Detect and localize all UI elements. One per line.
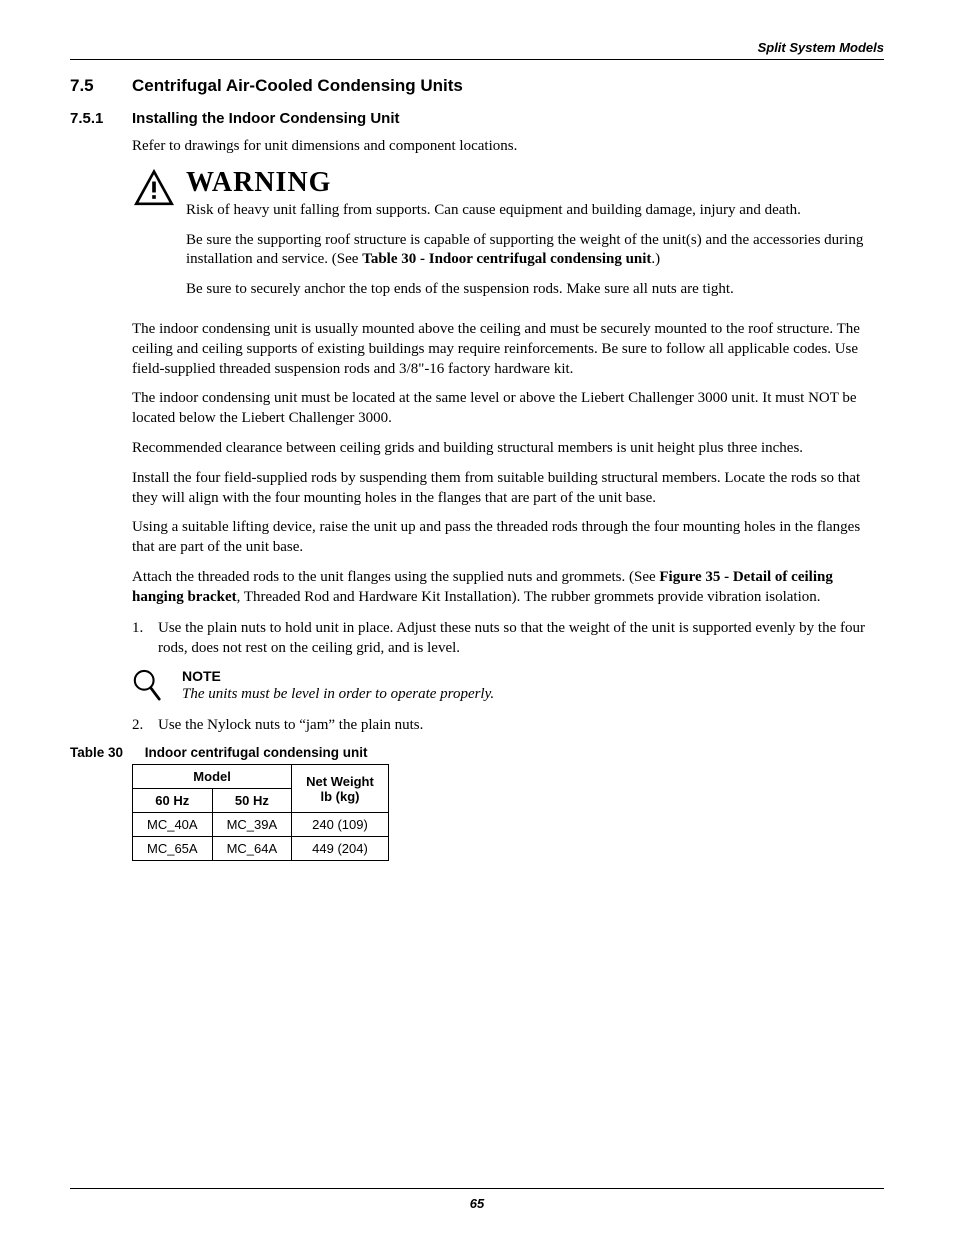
list-item: 1. Use the plain nuts to hold unit in pl…	[132, 618, 884, 659]
warning-triangle-icon	[132, 167, 176, 310]
section-number: 7.5	[70, 76, 132, 96]
warning-paragraph: Be sure to securely anchor the top ends …	[186, 280, 884, 300]
table-row: MC_40A MC_39A 240 (109)	[133, 813, 389, 837]
footer-rule	[70, 1188, 884, 1189]
warning-text: WARNING Risk of heavy unit falling from …	[186, 167, 884, 310]
table-cell: 449 (204)	[292, 837, 389, 861]
warning-paragraph: Be sure the supporting roof structure is…	[186, 231, 884, 271]
table-cell: MC_64A	[212, 837, 292, 861]
cross-reference: Table 30 - Indoor centrifugal condensing…	[362, 251, 651, 267]
body-paragraph: Using a suitable lifting device, raise t…	[132, 518, 884, 558]
page-number: 65	[0, 1196, 954, 1211]
subsection-title: Installing the Indoor Condensing Unit	[132, 110, 399, 127]
table-caption: Table 30 Indoor centrifugal condensing u…	[70, 745, 884, 760]
note-block: NOTE The units must be level in order to…	[132, 668, 884, 707]
body-paragraph: Recommended clearance between ceiling gr…	[132, 439, 884, 459]
section-title: Centrifugal Air-Cooled Condensing Units	[132, 76, 463, 96]
body-paragraph: Install the four field-supplied rods by …	[132, 469, 884, 509]
note-text: NOTE The units must be level in order to…	[182, 668, 884, 707]
list-item-text: Use the Nylock nuts to “jam” the plain n…	[158, 715, 423, 735]
ordered-list: 1. Use the plain nuts to hold unit in pl…	[132, 618, 884, 659]
text-run: lb (kg)	[320, 789, 359, 804]
table-cell: 240 (109)	[292, 813, 389, 837]
table-header-cell: Model	[133, 765, 292, 789]
table-cell: MC_65A	[133, 837, 213, 861]
warning-title: WARNING	[186, 167, 884, 199]
text-run: Net Weight	[306, 774, 374, 789]
table-header-cell: Net Weight lb (kg)	[292, 765, 389, 813]
header-rule	[70, 59, 884, 60]
table-header-cell: 50 Hz	[212, 789, 292, 813]
data-table: Model Net Weight lb (kg) 60 Hz 50 Hz MC_…	[132, 764, 389, 861]
text-run: Attach the threaded rods to the unit fla…	[132, 569, 659, 585]
body-paragraph: Attach the threaded rods to the unit fla…	[132, 568, 884, 608]
table-header-cell: 60 Hz	[133, 789, 213, 813]
body-paragraph: The indoor condensing unit must be locat…	[132, 389, 884, 429]
table-row: MC_65A MC_64A 449 (204)	[133, 837, 389, 861]
warning-block: WARNING Risk of heavy unit falling from …	[132, 167, 884, 310]
subsection-number: 7.5.1	[70, 110, 132, 127]
table-caption-title: Indoor centrifugal condensing unit	[145, 745, 368, 760]
intro-paragraph: Refer to drawings for unit dimensions an…	[132, 137, 884, 157]
table-cell: MC_39A	[212, 813, 292, 837]
list-marker: 1.	[132, 618, 158, 659]
note-title: NOTE	[182, 668, 884, 684]
body-paragraph: The indoor condensing unit is usually mo…	[132, 320, 884, 379]
page: Split System Models 7.5 Centrifugal Air-…	[0, 0, 954, 1235]
section-heading: 7.5 Centrifugal Air-Cooled Condensing Un…	[70, 76, 884, 96]
warning-paragraph: Risk of heavy unit falling from supports…	[186, 201, 884, 221]
list-marker: 2.	[132, 715, 158, 735]
list-item-text: Use the plain nuts to hold unit in place…	[158, 618, 884, 659]
text-run: , Threaded Rod and Hardware Kit Installa…	[237, 589, 821, 605]
ordered-list: 2. Use the Nylock nuts to “jam” the plai…	[132, 715, 884, 735]
table-caption-label: Table 30	[70, 745, 123, 760]
subsection-heading: 7.5.1 Installing the Indoor Condensing U…	[70, 110, 884, 127]
note-body: The units must be level in order to oper…	[182, 686, 884, 703]
text-run: .)	[651, 251, 660, 267]
running-header: Split System Models	[70, 40, 884, 55]
table-header-row: Model Net Weight lb (kg)	[133, 765, 389, 789]
magnifier-icon	[132, 668, 182, 707]
table-cell: MC_40A	[133, 813, 213, 837]
list-item: 2. Use the Nylock nuts to “jam” the plai…	[132, 715, 884, 735]
